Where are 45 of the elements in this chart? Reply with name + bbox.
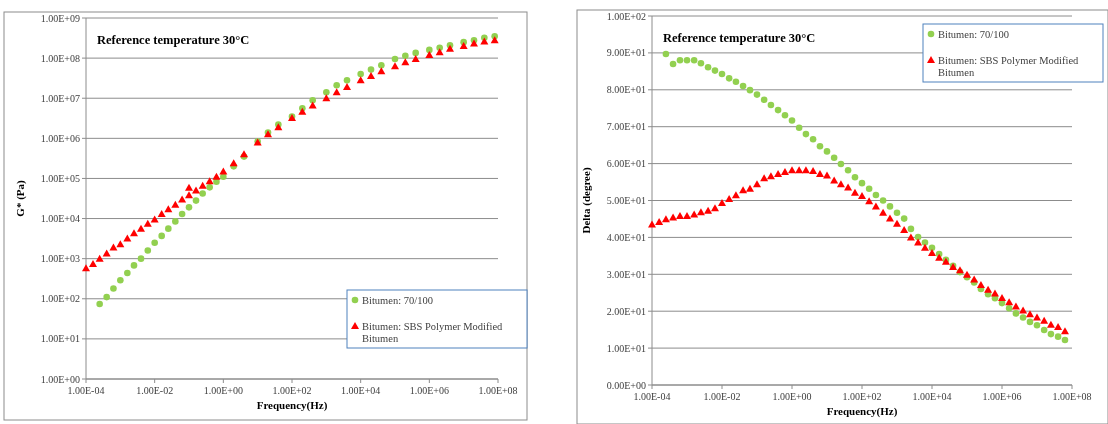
y-tick-label: 1.00E+06: [40, 132, 80, 144]
x-tick-label: 1.00E-02: [136, 385, 174, 396]
x-tick-label: 1.00E+00: [772, 391, 812, 402]
x-tick-label: 1.00E+06: [409, 385, 449, 396]
x-tick-label: 1.00E+02: [272, 385, 312, 396]
y-tick-label: 4.00E+01: [606, 231, 646, 243]
legend-label: Bitumen: 70/100: [938, 28, 1009, 40]
y-axis-title: Delta (degree): [580, 167, 593, 234]
y-tick-label: 1.00E+04: [40, 213, 80, 225]
annotation: Reference temperature 30°C: [663, 31, 816, 45]
x-tick-label: 1.00E-04: [67, 385, 105, 396]
y-tick-label: 1.00E+03: [40, 253, 80, 265]
y-tick-label: 1.00E+05: [40, 172, 80, 184]
y-tick-label: 8.00E+01: [606, 84, 646, 96]
y-tick-label: 1.00E+07: [40, 92, 80, 104]
x-tick-label: 1.00E+06: [982, 391, 1022, 402]
y-tick-label: 1.00E+00: [40, 373, 80, 385]
y-tick-label: 1.00E+01: [606, 342, 646, 354]
annotation: Reference temperature 30°C: [97, 33, 250, 47]
y-tick-label: 5.00E+01: [606, 195, 646, 206]
legend-label: Bitumen: 70/100: [362, 294, 433, 306]
legend-label: Bitumen: SBS Polymer Modified Bitumen: [938, 54, 1080, 78]
y-tick-label: 1.00E+08: [40, 52, 80, 64]
y-tick-label: 1.00E+01: [40, 333, 80, 345]
x-axis-title: Frequency(Hz): [256, 399, 328, 412]
x-tick-label: 1.00E+08: [478, 385, 518, 396]
x-tick-label: 1.00E+00: [203, 385, 243, 396]
y-tick-label: 2.00E+01: [606, 305, 646, 317]
y-tick-label: 6.00E+01: [606, 158, 646, 170]
y-tick-label: 1.00E+02: [40, 293, 80, 305]
y-tick-label: 3.00E+01: [606, 268, 646, 280]
x-tick-label: 1.00E+04: [912, 391, 952, 402]
y-axis-title: G* (Pa): [14, 179, 27, 217]
x-tick-label: 1.00E+08: [1052, 391, 1092, 402]
y-tick-label: 1.00E+02: [606, 10, 646, 22]
y-tick-label: 7.00E+01: [606, 121, 646, 133]
x-tick-label: 1.00E+04: [341, 385, 381, 396]
x-tick-label: 1.00E+02: [842, 391, 882, 402]
x-axis-title: Frequency(Hz): [826, 405, 898, 418]
y-tick-label: 9.00E+01: [606, 47, 646, 59]
x-tick-label: 1.00E-04: [633, 391, 671, 402]
legend-label: Bitumen: SBS Polymer Modified Bitumen: [362, 320, 504, 344]
y-tick-label: 1.00E+09: [40, 12, 80, 24]
y-tick-label: 0.00E+00: [606, 379, 646, 391]
x-tick-label: 1.00E-02: [703, 391, 741, 402]
